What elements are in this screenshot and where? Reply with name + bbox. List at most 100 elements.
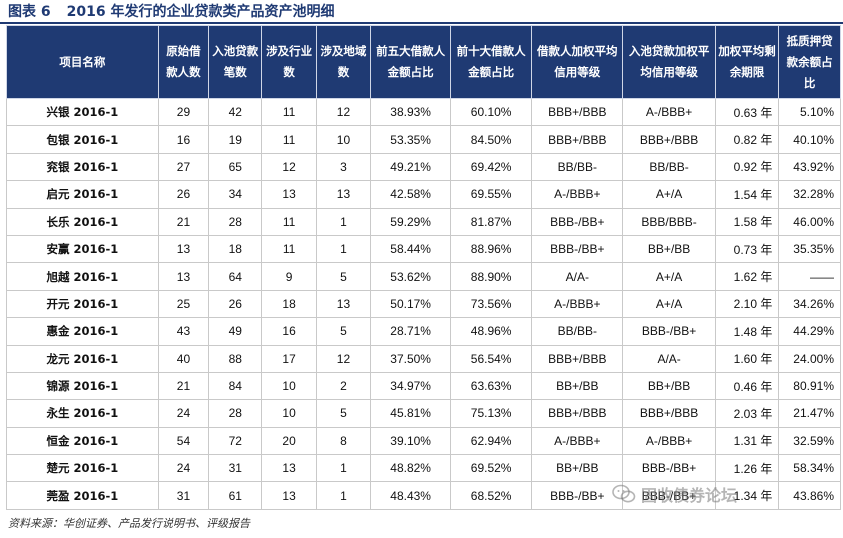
table-cell: 35.35% <box>778 234 841 264</box>
table-cell: A+/A <box>622 180 716 209</box>
table-cell: 13 <box>157 262 210 291</box>
table-cell: 42 <box>208 97 263 127</box>
table-cell: 43 <box>157 317 210 346</box>
table-cell: 27 <box>157 152 210 182</box>
table-cell: 53.35% <box>370 125 452 154</box>
table-cell: —— <box>778 262 841 291</box>
table-cell: 88.96% <box>450 234 533 264</box>
table-cell: 88.90% <box>450 262 533 291</box>
table-cell: 3 <box>315 152 372 182</box>
table-cell: 59.29% <box>370 207 452 236</box>
project-name-cell: 锦源 2016-1 <box>6 371 159 401</box>
table-cell: 26 <box>157 180 210 209</box>
table-cell: 60.10% <box>450 97 533 127</box>
table-cell: 16 <box>157 125 210 154</box>
table-cell: BB+/BB <box>531 454 624 483</box>
table-cell: BBB+/BBB <box>622 125 716 154</box>
table-row: 楚元 2016-1 24 31 13 1 48.82% 69.52% BB+/BB BBB-/B… <box>6 454 841 483</box>
table-cell: 5 <box>315 262 372 291</box>
table-row: 兴银 2016-1 29 42 11 12 38.93% 60.10% BBB+/BBB A-/… <box>6 97 841 127</box>
table-cell: 11 <box>261 97 317 127</box>
table-cell: BB+/BB <box>622 371 716 401</box>
project-name-cell: 安赢 2016-1 <box>6 234 159 264</box>
table-cell: 2.03 年 <box>714 399 780 428</box>
table-header-row: 项目名称 原始借款人数 入池贷款笔数 涉及行业数 涉及地域数 前五大借款人金额占比 前十大借… <box>6 25 841 99</box>
table-cell: 1.62 年 <box>714 262 780 291</box>
column-header: 前五大借款人金额占比 <box>370 25 452 99</box>
table-row: 长乐 2016-1 21 28 11 1 59.29% 81.87% BBB-/BB+ BBB/… <box>6 207 841 236</box>
table-cell: A-/BBB+ <box>531 180 624 209</box>
table-cell: BB+/BB <box>622 234 716 264</box>
table-row: 恒金 2016-1 54 72 20 8 39.10% 62.94% A-/BBB+ A-/BB… <box>6 426 841 456</box>
table-cell: BB/BB- <box>531 152 624 182</box>
table-cell: 1.31 年 <box>714 426 780 456</box>
table-cell: 63.63% <box>450 371 533 401</box>
table-cell: 80.91% <box>778 371 841 401</box>
project-name-cell: 楚元 2016-1 <box>6 454 159 483</box>
table-row: 旭越 2016-1 13 64 9 5 53.62% 88.90% A/A- A+/A 1.62 … <box>6 262 841 291</box>
table-row: 启元 2016-1 26 34 13 13 42.58% 69.55% A-/BBB+ A+/A… <box>6 180 841 209</box>
table-cell: BBB-/BB+ <box>622 454 716 483</box>
table-cell: 11 <box>261 125 317 154</box>
table-row: 惠金 2016-1 43 49 16 5 28.71% 48.96% BB/BB- BBB-/B… <box>6 317 841 346</box>
table-cell: 12 <box>315 97 372 127</box>
table-row: 永生 2016-1 24 28 10 5 45.81% 75.13% BBB+/BBB BBB+… <box>6 399 841 428</box>
table-cell: 28 <box>208 399 263 428</box>
table-cell: BBB+/BBB <box>531 125 624 154</box>
table-cell: BB/BB- <box>622 152 716 182</box>
column-header: 前十大借款人金额占比 <box>450 25 533 99</box>
table-cell: 43.92% <box>778 152 841 182</box>
table-cell: 10 <box>261 371 317 401</box>
table-cell: 1.58 年 <box>714 207 780 236</box>
table-cell: 42.58% <box>370 180 452 209</box>
table-cell: 1 <box>315 481 372 510</box>
table-cell: 64 <box>208 262 263 291</box>
table-cell: A/A- <box>622 344 716 373</box>
table-cell: 31 <box>208 454 263 483</box>
project-name-cell: 兖银 2016-1 <box>6 152 159 182</box>
figure-title: 2016 年发行的企业贷款类产品资产池明细 <box>66 4 335 20</box>
table-cell: 12 <box>261 152 317 182</box>
table-cell: BBB-/BB+ <box>622 481 716 510</box>
table-cell: 9 <box>261 262 317 291</box>
table-cell: 17 <box>261 344 317 373</box>
table-cell: 18 <box>208 234 263 264</box>
column-header: 加权平均剩余期限 <box>714 25 780 99</box>
table-cell: 5 <box>315 317 372 346</box>
table-cell: BBB/BBB- <box>622 207 716 236</box>
table-cell: 19 <box>208 125 263 154</box>
table-cell: A+/A <box>622 262 716 291</box>
table-cell: A-/BBB+ <box>531 426 624 456</box>
table-cell: A+/A <box>622 289 716 319</box>
table-cell: BB/BB- <box>531 317 624 346</box>
column-header: 入池贷款加权平均信用等级 <box>622 25 716 99</box>
table-cell: 1.34 年 <box>714 481 780 510</box>
project-name-cell: 惠金 2016-1 <box>6 317 159 346</box>
table-cell: 34.97% <box>370 371 452 401</box>
table-cell: 18 <box>261 289 317 319</box>
table-cell: 46.00% <box>778 207 841 236</box>
table-cell: 62.94% <box>450 426 533 456</box>
table-cell: 34 <box>208 180 263 209</box>
table-cell: 1.26 年 <box>714 454 780 483</box>
table-cell: 40 <box>157 344 210 373</box>
project-name-cell: 包银 2016-1 <box>6 125 159 154</box>
table-cell: 48.96% <box>450 317 533 346</box>
table-cell: 24 <box>157 399 210 428</box>
table-cell: 13 <box>315 289 372 319</box>
table-cell: 2 <box>315 371 372 401</box>
figure-title-bar: 图表 6 2016 年发行的企业贷款类产品资产池明细 <box>0 0 843 24</box>
table-cell: 37.50% <box>370 344 452 373</box>
column-header: 原始借款人数 <box>157 25 210 99</box>
table-cell: 8 <box>315 426 372 456</box>
table-row: 莞盈 2016-1 31 61 13 1 48.43% 68.52% BBB-/BB+ BBB-… <box>6 481 841 510</box>
table-cell: 54 <box>157 426 210 456</box>
table-cell: BBB+/BBB <box>531 344 624 373</box>
table-body: 兴银 2016-1 29 42 11 12 38.93% 60.10% BBB+/BBB A-/… <box>6 97 841 510</box>
table-cell: 1.54 年 <box>714 180 780 209</box>
table-cell: 13 <box>157 234 210 264</box>
asset-pool-table: 项目名称 原始借款人数 入池贷款笔数 涉及行业数 涉及地域数 前五大借款人金额占比 前十大借… <box>6 25 841 510</box>
table-cell: 50.17% <box>370 289 452 319</box>
table-cell: 24.00% <box>778 344 841 373</box>
table-cell: 5 <box>315 399 372 428</box>
